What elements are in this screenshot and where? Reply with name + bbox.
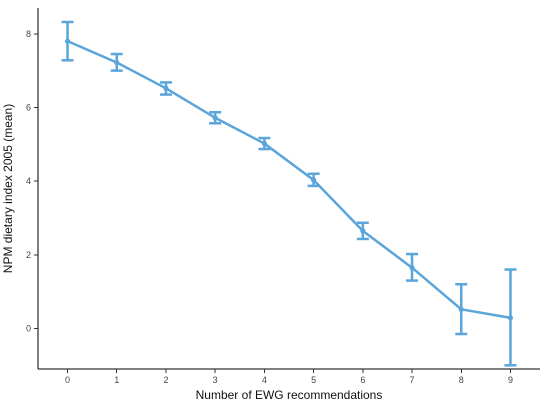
data-point [64, 38, 71, 44]
x-tick-label: 2 [163, 375, 168, 385]
axes: 0 1 2 3 4 5 6 7 8 9 0 2 4 6 8 [26, 8, 540, 385]
data-point [261, 140, 267, 147]
x-tick-label: 6 [360, 375, 365, 385]
y-tick-label: 6 [26, 102, 31, 112]
data-point [458, 306, 464, 312]
data-point [114, 59, 120, 66]
y-tick-label: 8 [26, 29, 31, 39]
series-line [66, 39, 512, 320]
x-tick-label: 4 [262, 375, 267, 385]
x-tick-label: 7 [410, 375, 415, 385]
x-tick-label: 1 [114, 375, 119, 385]
data-point [311, 177, 317, 183]
y-axis-title: NPM dietary index 2005 (mean) [1, 104, 15, 273]
x-axis-title: Number of EWG recommendations [196, 388, 383, 402]
data-point [212, 115, 218, 121]
data-point [409, 265, 415, 271]
data-point [163, 85, 169, 91]
x-tick-label: 5 [311, 375, 316, 385]
y-tick-label: 4 [26, 176, 31, 186]
data-point [507, 315, 514, 321]
x-tick-label: 0 [65, 375, 70, 385]
error-bars [61, 20, 517, 367]
x-tick-label: 9 [508, 375, 513, 385]
series-group [64, 38, 514, 321]
x-tick-label: 8 [459, 375, 464, 385]
y-tick-label: 0 [26, 323, 31, 333]
y-tick-label: 2 [26, 250, 31, 260]
data-point [360, 228, 366, 234]
x-tick-label: 3 [213, 375, 218, 385]
